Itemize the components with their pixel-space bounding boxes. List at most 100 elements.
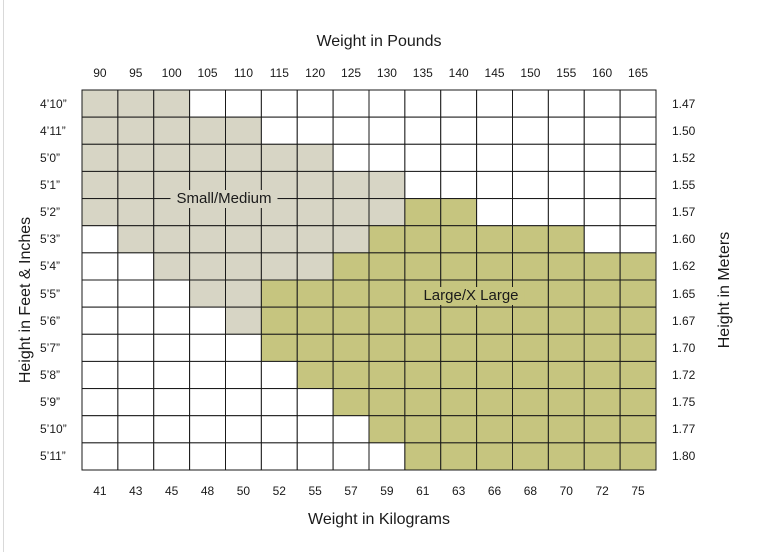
grid-cell-r8-c4 [225,306,262,335]
grid-cell-r5-c8 [368,225,406,254]
grid-cell-r10-c5 [260,360,298,390]
grid-cell-r0-c7 [332,89,370,118]
grid-cell-r7-c0 [81,279,119,308]
grid-cell-r7-c3 [189,279,226,308]
kilogram-tick-label: 45 [165,484,179,498]
grid-cell-r8-c0 [81,306,119,335]
grid-cell-r11-c15 [619,388,657,417]
grid-cell-r2-c0 [81,143,119,172]
grid-cell-r0-c3 [189,89,226,118]
grid-cell-r2-c15 [619,143,657,172]
kilogram-tick-label: 41 [93,484,107,498]
grid-cell-r6-c13 [547,252,585,281]
grid-cell-r4-c15 [619,198,657,227]
kilogram-tick-label: 55 [308,484,322,498]
grid-cell-r4-c7 [332,198,370,227]
grid-cell-r7-c13 [547,279,585,308]
grid-cell-r7-c2 [153,279,191,308]
grid-cell-r2-c9 [404,143,442,172]
grid-cell-r2-c7 [332,143,370,172]
grid-cell-r6-c14 [583,252,621,281]
pound-tick-label: 110 [233,66,254,80]
grid-cell-r1-c2 [153,116,191,145]
grid-cell-r1-c12 [512,116,549,145]
grid-cell-r2-c2 [153,143,191,172]
grid-cell-r8-c14 [583,306,621,335]
grid-cell-r3-c1 [117,170,155,200]
small-medium-label: Small/Medium [170,190,278,208]
grid-cell-r5-c14 [583,225,621,254]
grid-cell-r6-c8 [368,252,406,281]
height-m-tick-label: 1.55 [672,177,696,192]
kilogram-tick-label: 61 [416,484,430,498]
grid-cell-r4-c13 [547,198,585,227]
kilogram-tick-label: 59 [380,484,394,498]
height-m-tick-label: 1.80 [672,449,696,464]
top-axis-title: Weight in Pounds [316,33,442,50]
grid-cell-r3-c10 [440,170,478,200]
grid-cell-r12-c10 [440,415,478,444]
grid-cell-r7-c4 [225,279,262,308]
grid-cell-r1-c7 [332,116,370,145]
grid-cell-r7-c15 [619,279,657,308]
grid-cell-r12-c11 [476,415,513,444]
grid-cell-r1-c15 [619,116,657,145]
pound-tick-label: 90 [93,66,107,80]
grid-cell-r13-c11 [476,442,513,471]
grid-cell-r11-c7 [332,388,370,417]
grid-cell-r10-c1 [117,360,155,390]
grid-cell-r2-c12 [512,143,549,172]
grid-cell-r0-c9 [404,89,442,118]
pound-tick-label: 120 [305,66,326,80]
grid-cell-r4-c12 [512,198,549,227]
grid-cell-r3-c15 [619,170,657,200]
grid-cell-r13-c10 [440,442,478,471]
grid-cell-r9-c7 [332,333,370,362]
grid-cell-r11-c10 [440,388,478,417]
grid-cell-r10-c10 [440,360,478,390]
grid-cell-r11-c3 [189,388,226,417]
grid-cell-r12-c9 [404,415,442,444]
grid-cell-r6-c15 [619,252,657,281]
height-ft-in-tick-label: 5’8” [40,367,61,382]
grid-cell-r4-c11 [476,198,513,227]
grid-cell-r8-c10 [440,306,478,335]
height-ft-in-tick-label: 5’4” [40,259,61,274]
grid-cell-r6-c11 [476,252,513,281]
grid-cell-r0-c5 [260,89,298,118]
grid-cell-r5-c3 [189,225,226,254]
kilogram-tick-label: 50 [236,484,251,498]
grid-cell-r5-c9 [404,225,442,254]
grid-cell-r3-c12 [512,170,549,200]
grid-cell-r4-c8 [368,198,406,227]
grid-cell-r10-c6 [296,360,334,390]
grid-cell-r6-c10 [440,252,478,281]
grid-cell-r13-c6 [296,442,334,471]
grid-cell-r13-c5 [260,442,298,471]
grid-cell-r2-c6 [296,143,334,172]
grid-cell-r1-c9 [404,116,442,145]
height-m-tick-label: 1.65 [672,286,696,301]
grid-cell-r11-c5 [260,388,298,417]
height-m-tick-label: 1.72 [672,367,696,382]
left-border-line [3,0,4,552]
grid-cell-r7-c8 [368,279,406,308]
kilogram-tick-label: 68 [523,484,538,498]
grid-cell-r1-c10 [440,116,478,145]
grid-cell-r0-c1 [117,89,155,118]
height-m-tick-label: 1.47 [672,96,696,111]
grid-cell-r8-c8 [368,306,406,335]
grid-cell-r2-c5 [260,143,298,172]
grid-cell-r1-c11 [476,116,513,145]
grid-cell-r12-c3 [189,415,226,444]
height-m-tick-label: 1.77 [672,422,696,437]
grid-cell-r11-c9 [404,388,442,417]
bottom-axis-title: Weight in Kilograms [308,511,450,528]
grid-cell-r4-c0 [81,198,119,227]
grid-cell-r9-c6 [296,333,334,362]
grid-cell-r12-c7 [332,415,370,444]
grid-cell-r11-c14 [583,388,621,417]
grid-cell-r10-c12 [512,360,549,390]
grid-cell-r10-c15 [619,360,657,390]
pound-tick-label: 130 [376,66,397,80]
